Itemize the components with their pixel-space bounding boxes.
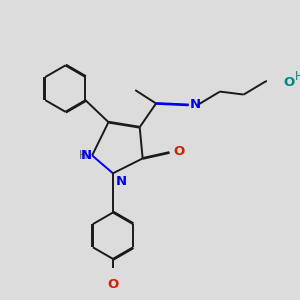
Text: O: O bbox=[284, 76, 295, 88]
Text: O: O bbox=[174, 145, 185, 158]
Text: N: N bbox=[115, 175, 126, 188]
Text: H: H bbox=[79, 149, 88, 162]
Text: N: N bbox=[80, 149, 92, 162]
Text: H: H bbox=[295, 70, 300, 83]
Text: N: N bbox=[190, 98, 201, 111]
Text: O: O bbox=[107, 278, 118, 291]
